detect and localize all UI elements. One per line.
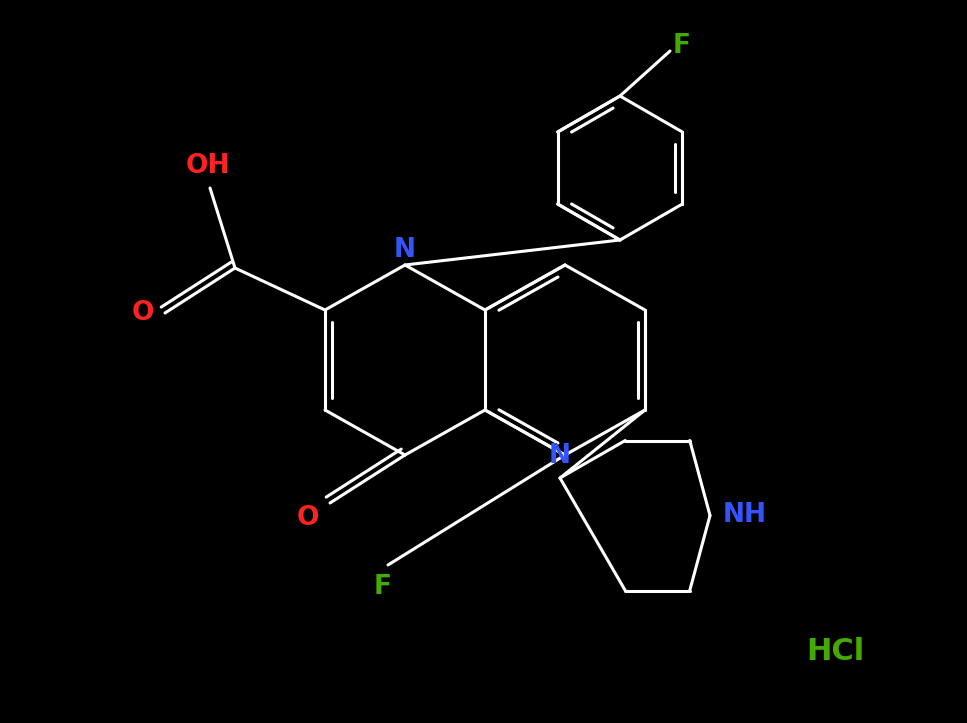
Text: F: F <box>374 574 392 600</box>
Text: OH: OH <box>186 153 230 179</box>
Text: N: N <box>394 237 416 263</box>
Text: O: O <box>297 505 319 531</box>
Text: F: F <box>673 33 691 59</box>
Text: NH: NH <box>723 502 767 529</box>
Text: HCl: HCl <box>806 636 864 665</box>
Text: N: N <box>549 443 571 469</box>
Text: O: O <box>132 300 155 326</box>
